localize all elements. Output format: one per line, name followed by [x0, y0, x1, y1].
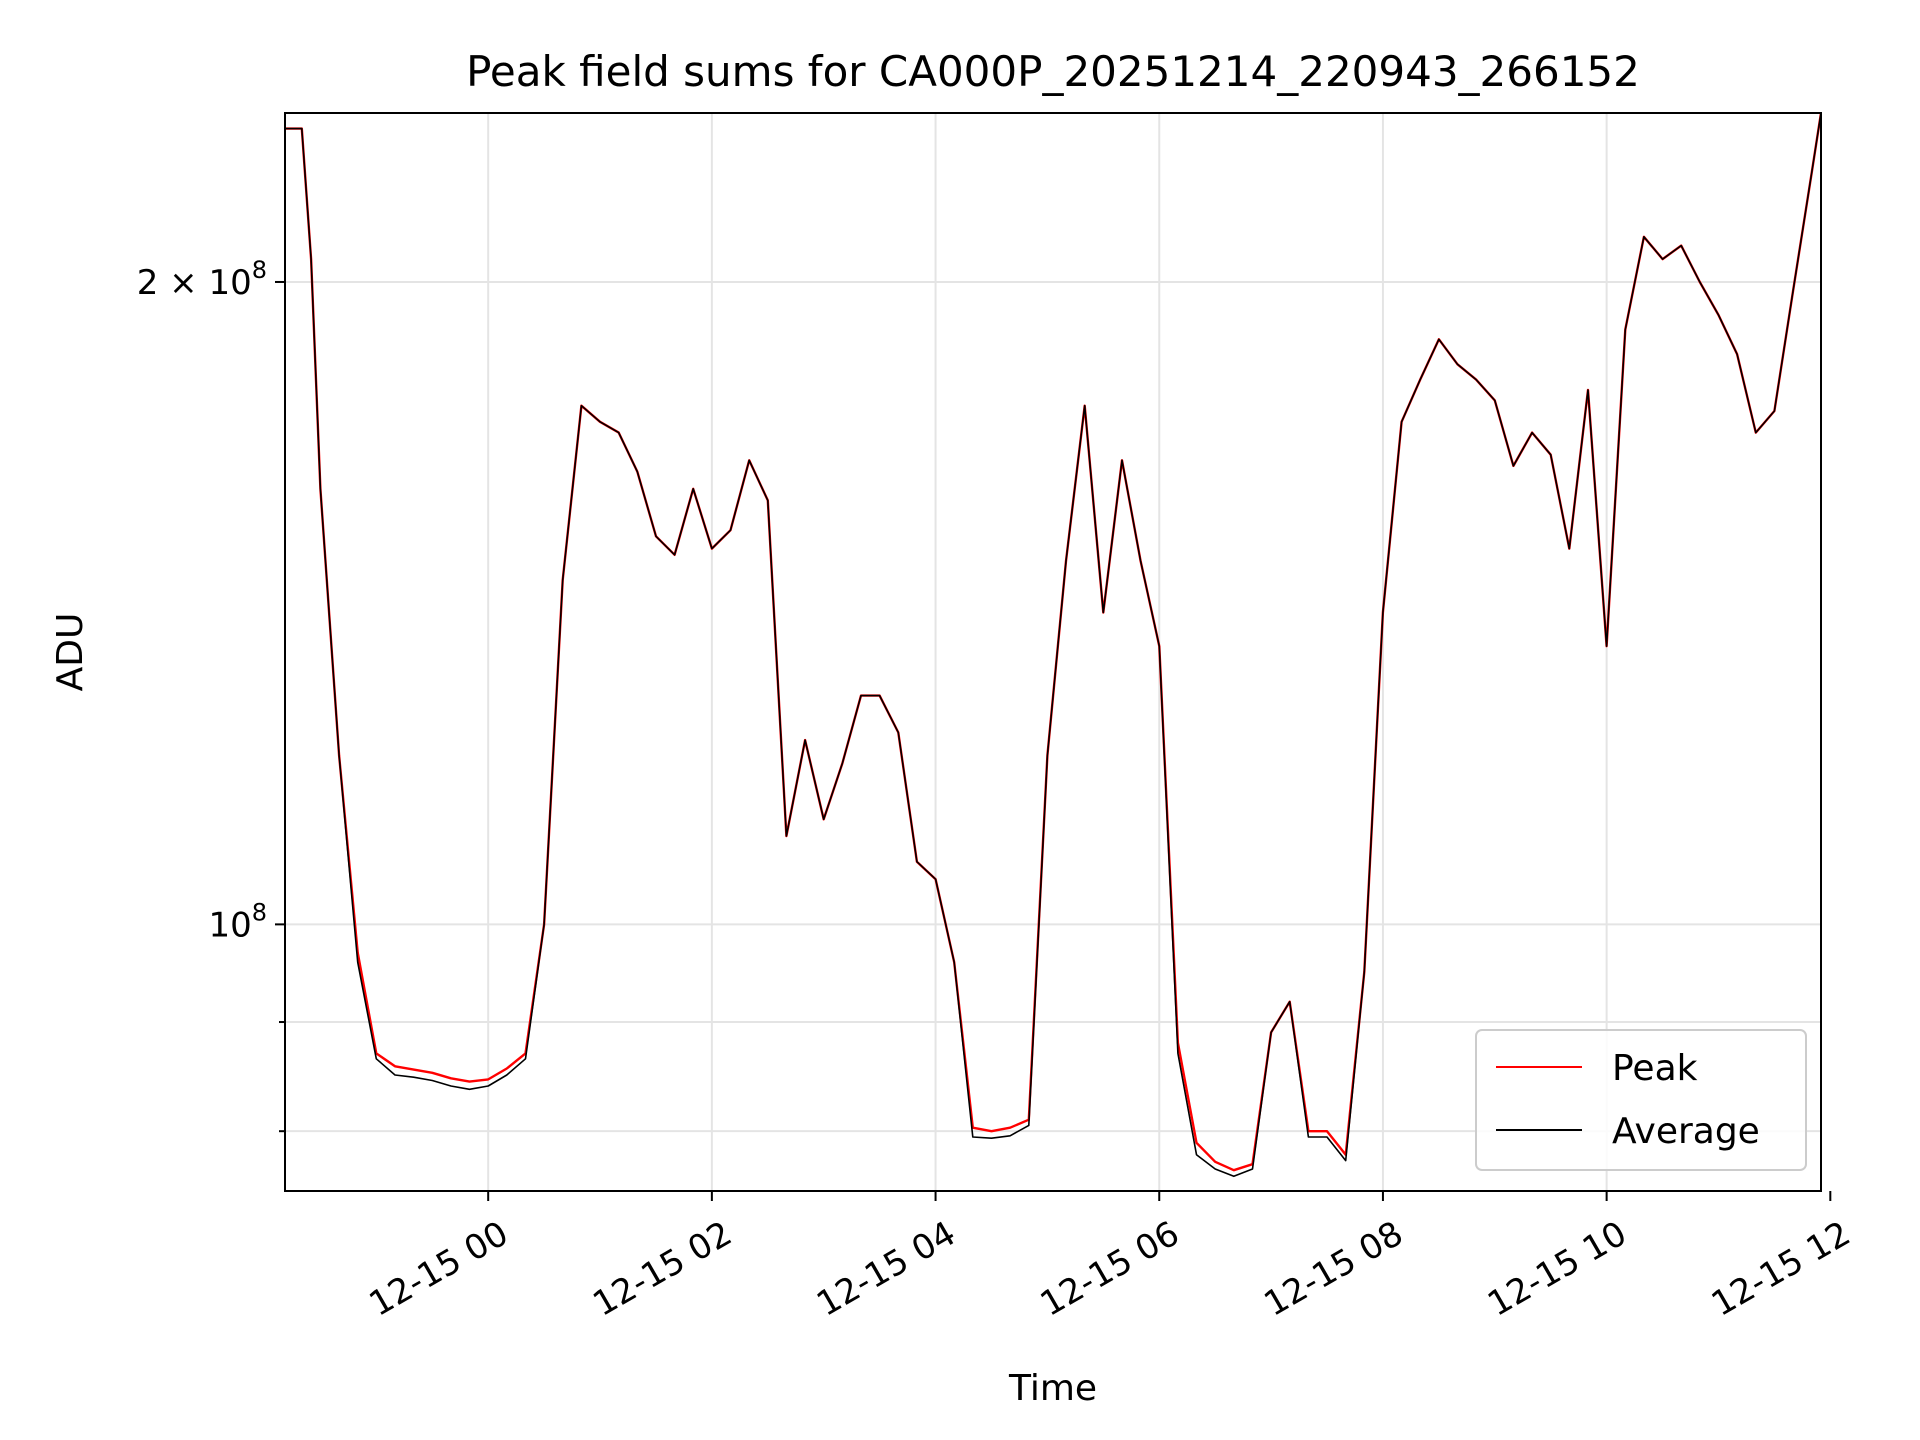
chart-title: Peak field sums for CA000P_20251214_2209… — [466, 47, 1640, 96]
legend-box — [1475, 1029, 1807, 1171]
series-line-average — [285, 113, 1821, 1178]
legend-label-average: Average — [1612, 1111, 1760, 1152]
x-axis-label: Time — [1008, 1368, 1097, 1409]
legend: Peak Average — [1475, 1029, 1807, 1171]
y-tick-label: 2 × 108 — [137, 256, 267, 303]
series-layer — [285, 113, 1821, 1178]
legend-label-peak: Peak — [1612, 1048, 1698, 1089]
y-axis: 108 2 × 108 — [137, 256, 285, 1133]
y-axis-label: ADU — [50, 613, 91, 692]
y-tick-label: 108 — [208, 898, 267, 945]
plot-frame — [284, 112, 1822, 1192]
